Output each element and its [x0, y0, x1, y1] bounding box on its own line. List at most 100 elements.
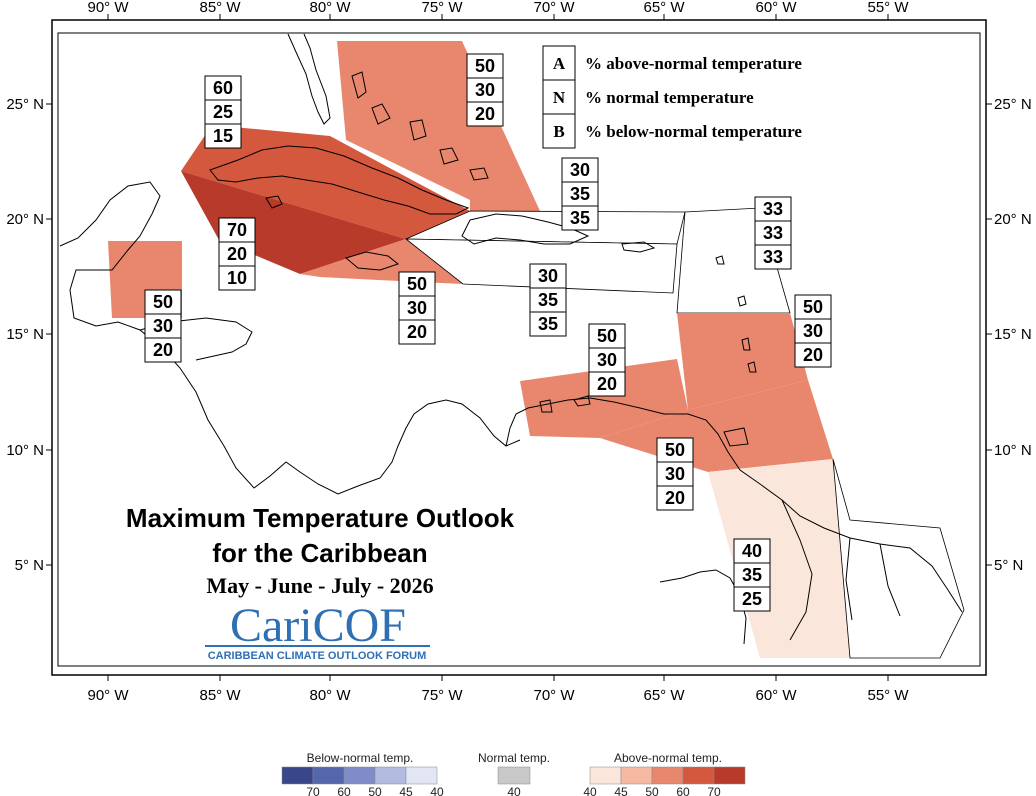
island-lesser-3 — [747, 361, 757, 373]
prob-value-above: 50 — [665, 440, 685, 460]
legend-letter-box — [542, 113, 576, 149]
legend-text-below: % below-normal temperature — [585, 122, 802, 141]
lon-label-bottom: 70° W — [533, 687, 575, 704]
lon-label-top: 80° W — [309, 0, 351, 16]
lon-label-top: 60° W — [755, 0, 797, 16]
prob-cell-below — [588, 371, 626, 397]
lat-label-right: 20° N — [994, 211, 1032, 228]
prob-value-below: 20 — [407, 322, 427, 342]
axis-ticks — [46, 14, 992, 681]
anb-legend: A N B % above-normal temperature % norma… — [542, 45, 802, 149]
lon-label-top: 75° W — [421, 0, 463, 16]
island-bahamas-3 — [409, 119, 427, 141]
lon-label-bottom: 55° W — [867, 687, 909, 704]
prob-cell-below — [466, 101, 504, 127]
prob-value-normal: 35 — [538, 290, 558, 310]
island-lesser-1 — [737, 295, 747, 307]
scale-tick-below: 45 — [399, 785, 413, 796]
prob-value-normal: 35 — [742, 565, 762, 585]
scale-swatch-normal — [497, 766, 531, 785]
lon-label-top: 90° W — [87, 0, 129, 16]
island-jamaica — [344, 251, 400, 271]
prob-value-below: 20 — [475, 104, 495, 124]
prob-cell-below — [733, 586, 771, 612]
prob-value-above: 40 — [742, 541, 762, 561]
lon-label-bottom: 60° W — [755, 687, 797, 704]
prob-value-below: 20 — [597, 374, 617, 394]
scale-swatch-below — [405, 766, 438, 785]
scale-tick-above: 70 — [707, 785, 721, 796]
probability-box-abc-islands: 50 30 20 — [588, 323, 626, 397]
zone-bahamas — [337, 41, 540, 211]
lon-label-bottom: 80° W — [309, 687, 351, 704]
lon-label-top: 70° W — [533, 0, 575, 16]
scale-tick-above: 60 — [676, 785, 690, 796]
prob-value-normal: 20 — [227, 244, 247, 264]
prob-cell-normal — [733, 562, 771, 588]
probability-box-trinidad: 50 30 20 — [656, 437, 694, 511]
scale-swatch-above — [651, 766, 684, 785]
prob-value-below: 35 — [538, 314, 558, 334]
prob-value-below: 20 — [803, 345, 823, 365]
scale-tick-below: 70 — [306, 785, 320, 796]
prob-value-below: 15 — [213, 126, 233, 146]
scale-label-normal: Normal temp. — [478, 751, 550, 765]
prob-cell-normal — [529, 287, 567, 313]
prob-cell-above — [466, 53, 504, 79]
prob-value-normal: 30 — [803, 321, 823, 341]
probability-box-windward-islands: 50 30 20 — [794, 294, 832, 368]
map-title-line2: for the Caribbean — [212, 538, 427, 568]
lat-label-left: 20° N — [6, 211, 44, 228]
probability-box-jamaica: 50 30 20 — [398, 271, 436, 345]
prob-cell-normal — [656, 461, 694, 487]
lat-label-left: 25° N — [6, 96, 44, 113]
prob-value-normal: 30 — [597, 350, 617, 370]
probability-box-cuba-north: 60 25 15 — [204, 75, 242, 149]
prob-value-below: 20 — [665, 488, 685, 508]
legend-letter-normal: N — [553, 88, 566, 107]
lat-label-left: 5° N — [15, 557, 44, 574]
coast-colombia-west — [659, 569, 747, 645]
border-guianas-3 — [879, 543, 901, 617]
forecast-period: May - June - July - 2026 — [206, 573, 433, 598]
scale-swatch-above — [620, 766, 653, 785]
prob-value-normal: 35 — [570, 184, 590, 204]
lat-label-right: 15° N — [994, 326, 1032, 343]
prob-cell-above — [733, 538, 771, 564]
prob-value-above: 30 — [538, 266, 558, 286]
border-guianas-1 — [781, 499, 813, 641]
latitude-labels-right: 25° N 20° N 15° N 10° N 5° N — [994, 96, 1032, 574]
prob-cell-normal — [144, 313, 182, 339]
probability-box-leeward-islands: 33 33 33 — [754, 196, 792, 270]
zone-guianas — [708, 459, 850, 658]
lat-label-right: 25° N — [994, 96, 1032, 113]
lon-label-top: 55° W — [867, 0, 909, 16]
border-guianas-2 — [845, 537, 853, 621]
prob-value-normal: 30 — [153, 316, 173, 336]
probability-box-bahamas: 50 30 20 — [466, 53, 504, 127]
scale-label-below: Below-normal temp. — [307, 751, 414, 765]
lon-label-bottom: 90° W — [87, 687, 129, 704]
map-title-line1: Maximum Temperature Outlook — [126, 503, 515, 533]
legend-letter-above: A — [553, 54, 566, 73]
legend-letter-below: B — [553, 122, 564, 141]
island-isla-juventud — [265, 195, 283, 209]
prob-cell-below — [218, 265, 256, 291]
prob-value-above: 50 — [475, 56, 495, 76]
prob-cell-above — [588, 323, 626, 349]
prob-value-normal: 30 — [407, 298, 427, 318]
prob-cell-normal — [794, 318, 832, 344]
island-bahamas-4 — [439, 147, 459, 165]
prob-cell-above — [794, 294, 832, 320]
scale-tick-normal: 40 — [507, 785, 521, 796]
zone-windward-islands — [677, 313, 808, 410]
scale-swatch-below — [312, 766, 345, 785]
lon-label-bottom: 85° W — [199, 687, 241, 704]
island-hispaniola — [461, 213, 590, 245]
prob-value-below: 35 — [570, 208, 590, 228]
islands — [209, 71, 757, 447]
island-aruba — [539, 399, 553, 413]
legend-letter-box — [542, 79, 576, 115]
caricof-logo: CariCOF CARIBBEAN CLIMATE OUTLOOK FORUM — [205, 599, 430, 662]
lat-label-right: 10° N — [994, 442, 1032, 459]
